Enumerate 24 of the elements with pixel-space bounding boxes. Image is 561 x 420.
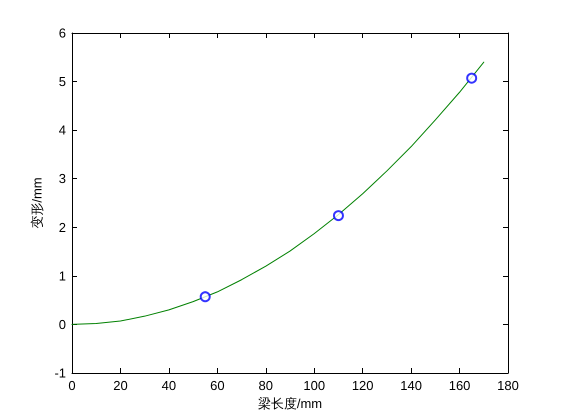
point <box>332 210 344 222</box>
y-tick-label: 4 <box>58 122 66 138</box>
x-axis-title: 梁长度/mm <box>258 396 322 411</box>
point <box>466 72 478 84</box>
x-tick-label: 80 <box>258 378 274 393</box>
x-tick-label: 0 <box>68 378 76 393</box>
x-tick-label: 60 <box>210 378 225 393</box>
x-tick-label: 40 <box>162 378 176 393</box>
y-tick-label: 5 <box>58 74 66 90</box>
x-tick-label: 120 <box>352 378 374 393</box>
x-tick-label: 20 <box>113 378 128 393</box>
y-axis-title: 变形/mm <box>30 177 45 229</box>
x-tick-label: 160 <box>448 378 470 393</box>
y-tick-label: 1 <box>58 268 66 284</box>
y-tick-label: 6 <box>58 26 66 40</box>
y-tick-label: 2 <box>58 220 66 235</box>
y-tick-label: 0 <box>58 316 66 332</box>
point <box>200 291 211 302</box>
x-tick-label: 180 <box>497 378 519 393</box>
line-series <box>72 62 484 325</box>
x-tick-label: 140 <box>400 378 422 393</box>
y-tick-label: -1 <box>54 366 66 380</box>
y-tick-label: 3 <box>58 171 66 186</box>
x-tick-label: 100 <box>303 378 326 393</box>
